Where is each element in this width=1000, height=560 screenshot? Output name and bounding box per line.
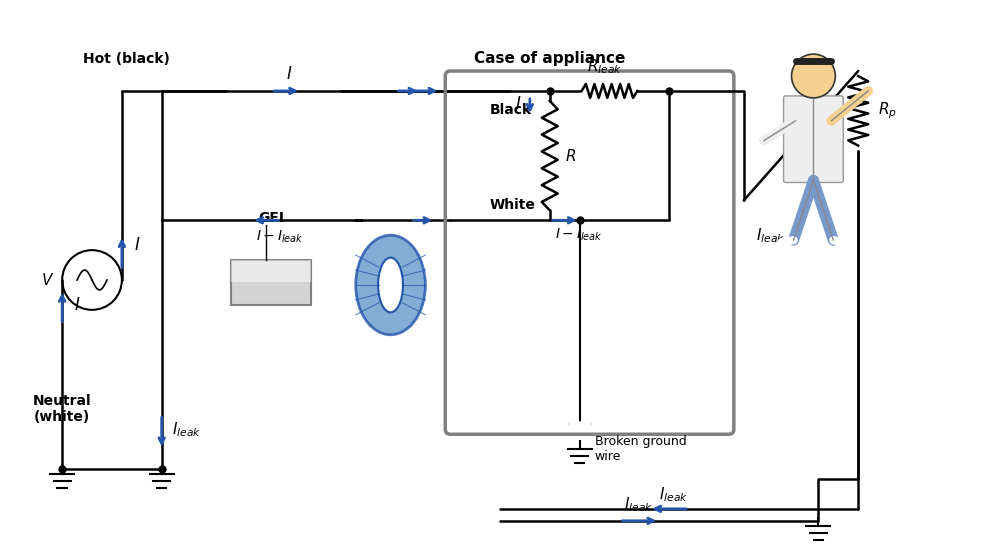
Text: White: White [490,198,536,212]
Text: $R_p$: $R_p$ [878,101,897,121]
FancyBboxPatch shape [784,96,843,183]
Ellipse shape [356,235,425,335]
Text: $I$: $I$ [74,296,81,314]
Text: $I$: $I$ [134,236,140,254]
Text: $I - I_{leak}$: $I - I_{leak}$ [256,228,304,245]
Text: Case of appliance: Case of appliance [474,51,625,66]
Ellipse shape [378,258,403,312]
Text: $R$: $R$ [565,148,576,164]
Text: Hot (black): Hot (black) [83,52,170,66]
Text: $I$: $I$ [515,95,521,113]
Text: $I_{leak}$: $I_{leak}$ [659,485,688,503]
Text: Neutral
(white): Neutral (white) [33,394,91,424]
Text: Black: Black [490,103,532,117]
Text: $I - I_{leak}$: $I - I_{leak}$ [555,226,603,242]
Text: $I_{leak}$: $I_{leak}$ [624,495,653,514]
Text: $I_{leak}$: $I_{leak}$ [172,420,201,439]
Text: V: V [42,273,52,287]
Text: GFI: GFI [258,211,284,225]
Text: $R_{leak}$: $R_{leak}$ [587,57,622,76]
Bar [231,260,311,282]
Bar [231,260,311,305]
Circle shape [792,54,835,98]
Text: $I_{leak}$: $I_{leak}$ [756,226,785,245]
Text: Broken ground
wire: Broken ground wire [595,435,686,463]
Text: $I$: $I$ [286,65,293,83]
